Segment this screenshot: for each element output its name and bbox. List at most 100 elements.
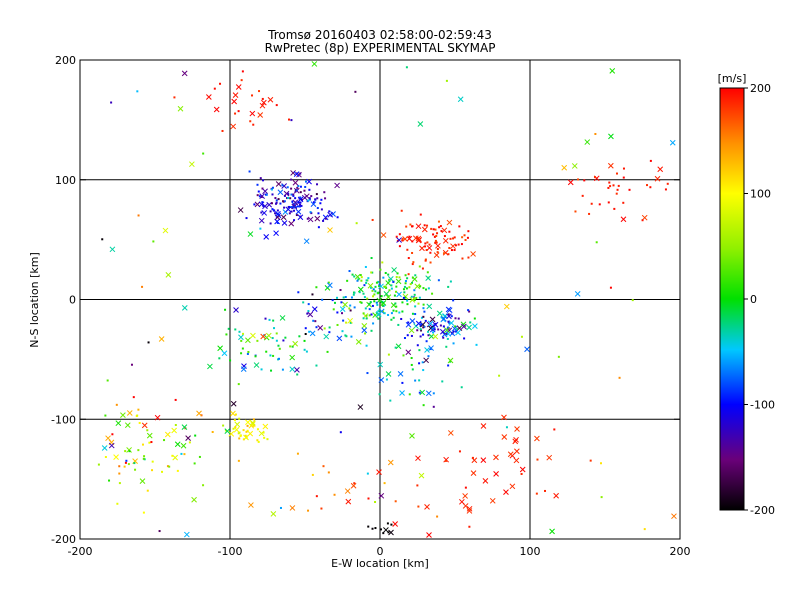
- x-tick-label: -100: [218, 545, 243, 558]
- data-point-dot: [433, 235, 436, 238]
- data-point-cross: [433, 252, 440, 258]
- data-point-dot: [263, 436, 266, 439]
- data-point-cross: [105, 435, 111, 442]
- data-point-dot: [327, 281, 330, 284]
- y-tick-label: 200: [55, 54, 76, 67]
- data-point-dot: [422, 404, 425, 407]
- x-tick-label: 0: [377, 545, 384, 558]
- data-point-dot: [401, 381, 404, 384]
- data-point-cross: [534, 435, 540, 442]
- data-point-cross: [493, 470, 499, 477]
- data-point-dot: [360, 279, 363, 282]
- data-point-dot: [450, 315, 453, 318]
- data-point-dot: [314, 198, 317, 201]
- data-point-dot: [246, 352, 249, 355]
- data-point-dot: [395, 285, 398, 288]
- data-point-dot: [406, 277, 409, 280]
- data-point-dot: [289, 345, 292, 348]
- data-point-dot: [455, 330, 458, 333]
- data-point-cross: [657, 166, 664, 173]
- data-point-dot: [312, 201, 315, 204]
- data-point-dot: [328, 210, 331, 213]
- data-point-dot: [378, 393, 381, 396]
- data-point-dot: [237, 383, 240, 386]
- data-point-dot: [383, 285, 386, 288]
- data-point-dot: [354, 90, 357, 93]
- data-point-dot: [402, 296, 405, 299]
- data-point-dot: [304, 185, 307, 188]
- data-point-dot: [259, 177, 262, 180]
- data-point-dot: [292, 206, 295, 209]
- data-point-dot: [664, 188, 667, 191]
- data-point-dot: [422, 333, 425, 336]
- data-point-dot: [372, 295, 375, 298]
- data-point-dot: [649, 186, 652, 189]
- data-point-dot: [232, 427, 235, 430]
- data-point-dot: [390, 287, 393, 290]
- data-point-dot: [273, 327, 276, 330]
- data-point-dot: [454, 244, 457, 247]
- data-point-dot: [407, 257, 410, 260]
- data-point-dot: [288, 118, 291, 121]
- data-point-cross: [402, 236, 408, 242]
- data-point-cross: [234, 421, 241, 428]
- data-point-dot: [272, 209, 275, 212]
- data-point-dot: [422, 307, 425, 310]
- data-point-dot: [445, 333, 448, 336]
- data-point-dot: [395, 290, 398, 293]
- data-point-dot: [666, 182, 669, 185]
- data-point-cross: [297, 196, 304, 203]
- data-point-dot: [388, 289, 391, 292]
- data-point-dot: [248, 170, 251, 173]
- data-point-dot: [292, 194, 295, 197]
- data-point-dot: [369, 286, 372, 289]
- data-point-dot: [417, 302, 420, 305]
- data-point-dot: [390, 523, 393, 526]
- data-point-dot: [137, 214, 140, 217]
- data-point-dot: [320, 208, 323, 211]
- data-point-dot: [307, 509, 310, 512]
- data-point-cross: [109, 246, 116, 253]
- data-point-dot: [256, 339, 259, 342]
- data-point-cross: [165, 272, 172, 278]
- data-point-dot: [151, 469, 154, 472]
- data-point-dot: [275, 104, 278, 107]
- data-point-cross: [288, 220, 295, 227]
- data-point-dot: [440, 230, 443, 233]
- data-point-dot: [383, 312, 386, 315]
- colorbar-tick-label: 0: [750, 293, 757, 306]
- data-point-dot: [432, 228, 435, 231]
- data-point-cross: [450, 243, 456, 250]
- data-point-dot: [294, 197, 297, 200]
- data-point-dot: [246, 429, 249, 432]
- data-point-dot: [141, 443, 144, 446]
- data-point-cross: [247, 231, 254, 237]
- data-point-dot: [277, 198, 280, 201]
- data-point-cross: [419, 245, 425, 252]
- data-point-dot: [349, 309, 352, 312]
- data-point-dot: [452, 237, 455, 240]
- data-point-dot: [463, 337, 466, 340]
- data-point-dot: [618, 376, 621, 379]
- data-point-dot: [254, 355, 257, 358]
- data-point-cross: [355, 339, 362, 345]
- data-point-dot: [362, 312, 365, 315]
- data-point-dot: [299, 196, 302, 199]
- colorbar: [m/s] -200 -100 0 100 200: [718, 72, 775, 517]
- data-point-cross: [512, 438, 519, 445]
- colorbar-tick-label: 100: [750, 188, 771, 201]
- data-point-dot: [344, 296, 347, 299]
- data-point-cross: [237, 207, 244, 213]
- y-tick-label: 0: [69, 294, 76, 307]
- data-point-dot: [398, 233, 401, 236]
- data-point-dot: [319, 202, 322, 205]
- data-point-dot: [315, 326, 318, 329]
- data-point-dot: [367, 525, 370, 528]
- data-point-dot: [365, 344, 368, 347]
- data-point-dot: [410, 334, 413, 337]
- data-point-dot: [333, 301, 336, 304]
- data-point-dot: [344, 334, 347, 337]
- data-point-cross: [396, 291, 402, 298]
- data-point-dot: [249, 120, 252, 123]
